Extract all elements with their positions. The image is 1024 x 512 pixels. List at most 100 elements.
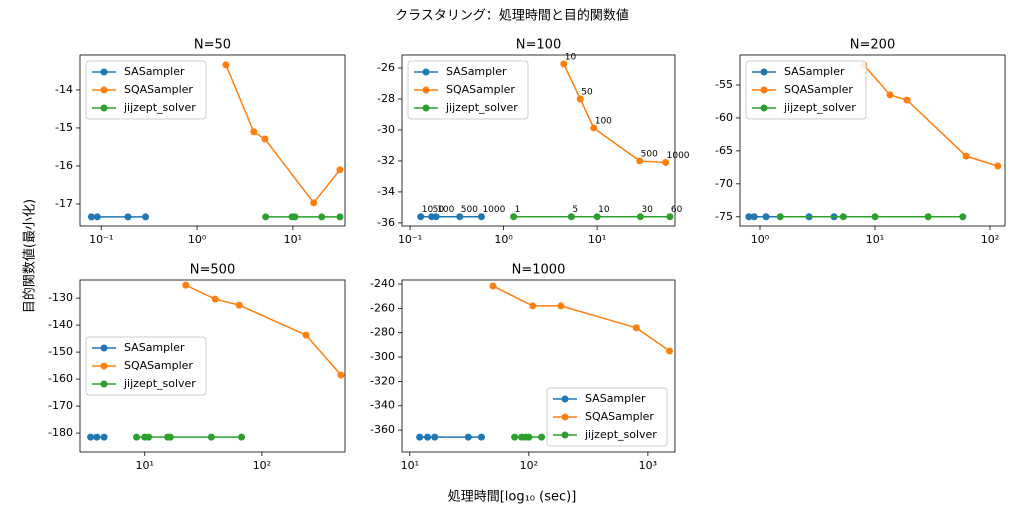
data-point <box>511 433 519 441</box>
x-tick-label: 10² <box>253 459 271 472</box>
legend-marker <box>422 86 430 94</box>
data-point <box>291 213 299 221</box>
data-point <box>750 213 758 221</box>
plot-frame <box>79 54 346 227</box>
figure-title: クラスタリング：処理時間と目的関数値 <box>395 8 629 24</box>
point-annotation: 50 <box>581 87 593 97</box>
legend-marker <box>100 362 108 370</box>
data-point <box>235 301 243 309</box>
y-tick-label: -170 <box>48 399 73 412</box>
data-point <box>959 213 967 221</box>
x-tick-label: 10¹ <box>866 233 884 246</box>
panel-title: N=50 <box>194 38 231 53</box>
data-point <box>145 433 153 441</box>
legend-label: jijzept_solver <box>584 428 657 441</box>
legend-label: jijzept_solver <box>783 101 856 114</box>
data-point <box>666 347 674 355</box>
plot-frame <box>401 279 676 453</box>
data-point <box>124 213 132 221</box>
x-tick-label: 10⁻¹ <box>398 233 422 246</box>
data-point <box>310 199 318 207</box>
y-tick-label: -32 <box>377 154 395 167</box>
data-point <box>776 213 784 221</box>
point-annotation: 1000 <box>482 205 505 215</box>
legend-marker <box>422 104 430 112</box>
plot-frame <box>79 279 346 453</box>
series-line <box>185 284 342 376</box>
data-point <box>456 213 464 221</box>
data-point <box>871 213 879 221</box>
data-point <box>567 213 575 221</box>
y-tick-label: -65 <box>715 144 733 157</box>
data-point <box>636 157 644 165</box>
data-point <box>576 95 584 103</box>
data-point <box>87 433 95 441</box>
series-line <box>225 64 341 205</box>
y-tick-label: -140 <box>48 318 73 331</box>
legend-marker <box>100 104 108 112</box>
x-axis-label: 処理時間[log₁₀ (sec)] <box>448 490 577 505</box>
data-point <box>432 213 440 221</box>
y-tick-label: -130 <box>48 291 73 304</box>
data-point <box>207 433 215 441</box>
y-tick-label: -340 <box>370 399 395 412</box>
data-point <box>886 91 894 99</box>
y-tick-label: -70 <box>715 177 733 190</box>
data-point <box>93 213 101 221</box>
data-point <box>903 96 911 104</box>
data-point <box>590 124 598 132</box>
data-point <box>924 213 932 221</box>
data-point <box>525 433 533 441</box>
point-annotation: 1 <box>515 205 521 215</box>
x-tick-label: 10¹ <box>401 459 419 472</box>
point-annotation: 100 <box>595 116 612 126</box>
x-tick-label: 10¹ <box>136 459 154 472</box>
data-point <box>417 213 425 221</box>
data-point <box>87 213 95 221</box>
panel-title: N=1000 <box>512 263 566 278</box>
data-point <box>593 213 601 221</box>
data-point <box>142 213 150 221</box>
y-tick-label: -75 <box>715 210 733 223</box>
y-tick-label: -280 <box>370 326 395 339</box>
x-tick-label: 10⁰ <box>751 233 770 246</box>
data-point <box>529 302 537 310</box>
data-point <box>477 213 485 221</box>
y-tick-label: -55 <box>715 78 733 91</box>
y-tick-label: -17 <box>55 197 73 210</box>
data-point <box>431 433 439 441</box>
x-tick-label: 10² <box>981 233 999 246</box>
data-point <box>222 61 230 69</box>
x-tick-label: 10¹ <box>588 233 606 246</box>
point-annotation: 10 <box>565 52 577 62</box>
data-point <box>337 371 345 379</box>
data-point <box>557 302 565 310</box>
legend-box <box>546 387 668 447</box>
panel-title: N=500 <box>190 263 235 278</box>
data-point <box>666 213 674 221</box>
point-annotation: 1000 <box>667 151 690 161</box>
legend-label: SQASampler <box>124 359 193 372</box>
y-tick-label: -15 <box>55 121 73 134</box>
data-point <box>132 433 140 441</box>
data-point <box>510 213 518 221</box>
series-line <box>492 285 670 352</box>
y-tick-label: -60 <box>715 111 733 124</box>
data-point <box>211 295 219 303</box>
data-point <box>262 213 270 221</box>
data-point <box>336 166 344 174</box>
data-point <box>261 135 269 143</box>
y-tick-label: -240 <box>370 277 395 290</box>
data-point <box>93 433 101 441</box>
y-tick-label: -14 <box>55 83 73 96</box>
legend-label: SQASampler <box>784 83 853 96</box>
panel-title: N=100 <box>516 38 561 53</box>
x-tick-label: 10² <box>520 459 538 472</box>
data-point <box>636 213 644 221</box>
legend-box <box>85 336 207 396</box>
data-point <box>238 433 246 441</box>
plot-frame <box>401 54 676 227</box>
x-tick-label: 10³ <box>639 459 657 472</box>
data-point <box>662 158 670 166</box>
legend-label: SASampler <box>124 341 185 354</box>
